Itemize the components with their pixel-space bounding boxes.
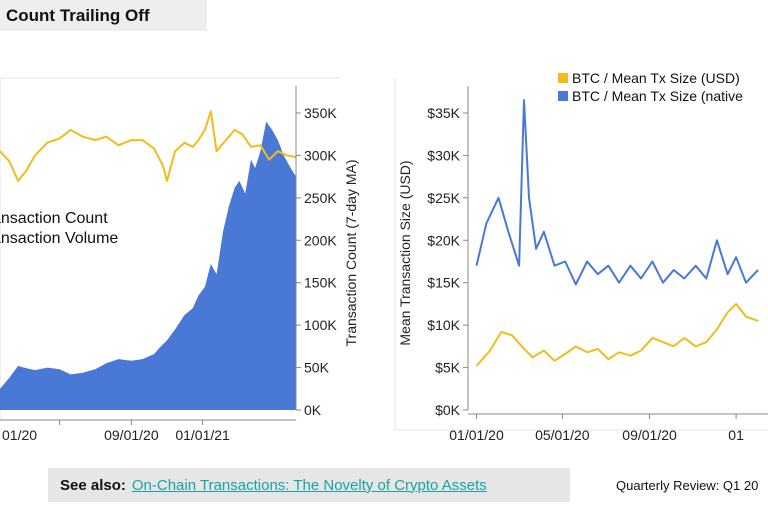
series-line-1 [475, 302, 759, 367]
x-tick-label: 01/01/20 [449, 427, 504, 443]
see-also-bar: See also: On-Chain Transactions: The Nov… [48, 468, 570, 502]
y-tick-label: 250K [304, 190, 337, 206]
legend-swatch [558, 91, 568, 101]
y-tick-label: $35K [427, 105, 460, 121]
y-tick-label: 50K [304, 360, 330, 376]
chart-2: $0K $5K $10K $15K $20K $25K $30K $35K 01/01/20 05… [397, 70, 768, 443]
series-line-2 [475, 99, 759, 286]
chart-1: 0K 50K 100K 150K 200K 250K 300K 350K 01/20 09/01/… [0, 86, 359, 443]
quarterly-review-label: Quarterly Review: Q1 20 [616, 478, 759, 493]
y-tick-label: $10K [427, 317, 460, 333]
y-tick-label: 350K [304, 105, 337, 121]
legend-entry: ansaction Volume [0, 230, 118, 247]
y-tick-label: $15K [427, 275, 460, 291]
y-tick-label: 200K [304, 232, 337, 248]
series-line-2 [0, 110, 297, 182]
y-tick-label: $5K [435, 360, 461, 376]
y-axis-title: Mean Transaction Size (USD) [397, 160, 413, 345]
legend-entry: BTC / Mean Tx Size (native [572, 88, 743, 104]
see-also-link[interactable]: On-Chain Transactions: The Novelty of Cr… [131, 476, 487, 494]
x-tick-label: 01 [728, 427, 744, 443]
y-tick-label: $30K [427, 147, 460, 163]
y-tick-label: 0K [304, 402, 322, 418]
y-tick-label: $20K [427, 232, 460, 248]
x-tick-label: 05/01/20 [535, 427, 590, 443]
see-also-label: See also: [60, 476, 126, 494]
y-tick-label: $0K [435, 402, 461, 418]
y-tick-label: 100K [304, 317, 337, 333]
legend-entry: BTC / Mean Tx Size (USD) [572, 70, 740, 86]
y-tick-label: 150K [304, 275, 337, 291]
left-chart-frame [0, 77, 340, 420]
legend-entry: ansaction Count [0, 210, 108, 227]
y-axis-title: Transaction Count (7-day MA) [343, 160, 359, 347]
title-band: Count Trailing Off [0, 0, 207, 31]
x-tick-label: 01/01/21 [175, 427, 230, 443]
y-tick-label: $25K [427, 190, 460, 206]
y-tick-label: 300K [304, 147, 337, 163]
x-tick-label: 01/20 [2, 427, 37, 443]
series-area-1 [0, 121, 296, 410]
legend-swatch [558, 73, 568, 83]
x-tick-label: 09/01/20 [104, 427, 159, 443]
right-chart-frame [394, 78, 768, 431]
page-title: Count Trailing Off [6, 6, 150, 25]
x-tick-label: 09/01/20 [622, 427, 677, 443]
